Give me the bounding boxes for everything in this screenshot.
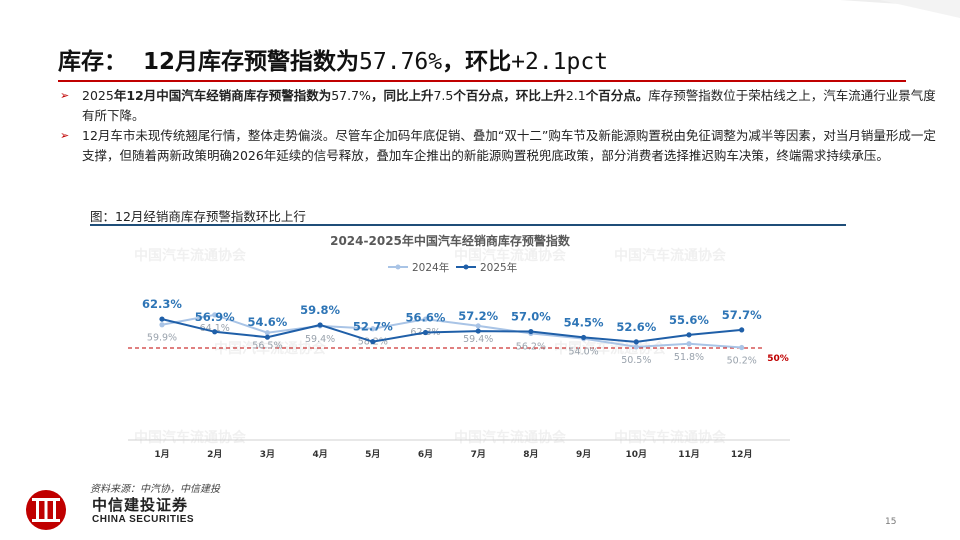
data-point (475, 323, 481, 329)
data-label: 56.9% (195, 310, 235, 324)
chart-panel (90, 228, 846, 473)
data-label: 50.5% (621, 355, 651, 366)
bullet-text-segment: 7.5 (433, 88, 454, 103)
data-point (159, 322, 165, 328)
x-tick-label: 5月 (365, 449, 380, 460)
page-title: 库存： 12月库存预警指数为57.76%，环比+2.1pct (58, 49, 609, 75)
chart-title: 2024-2025年中国汽车经销商库存预警指数 (330, 233, 571, 248)
data-label: 57.0% (511, 310, 551, 324)
data-point (212, 312, 218, 318)
corner-decoration (840, 0, 960, 18)
watermark-text: 中国汽车流通协会 (134, 247, 247, 264)
data-label: 54.6% (247, 315, 287, 329)
data-point (370, 339, 376, 345)
series-line-0 (161, 313, 742, 349)
data-label: 54.0% (569, 347, 599, 358)
arrow-bullet-icon: ➢ (60, 129, 70, 142)
data-point (739, 327, 745, 333)
data-label: 50.2% (727, 356, 757, 367)
data-label: 56.6% (406, 310, 446, 324)
data-label: 56.2% (516, 341, 546, 352)
data-label: 59.4% (463, 334, 493, 345)
legend-marker-2025 (463, 264, 469, 270)
watermark-text: 中国汽车流通协会 (134, 429, 247, 446)
x-tick-label: 1月 (154, 449, 169, 460)
data-point (422, 329, 429, 336)
watermark-text: 中国汽车流通协会 (554, 340, 667, 357)
x-tick-label: 3月 (260, 449, 275, 460)
arrow-bullet-icon: ➢ (60, 89, 70, 102)
brand-name-en: CHINA SECURITIES (92, 514, 195, 525)
data-label: 64.1% (200, 323, 230, 334)
bullet-text-segment: 库存预警指数位于荣枯线之上，汽车流通行业景气度有所下降。 (82, 88, 936, 123)
bullet-list: ➢ 2025年12月中国汽车经销商库存预警指数为57.7%，同比上升7.5个百分… (60, 86, 940, 166)
bullet-text-segment: 12月车市未现传统翘尾行情，整体走势偏淡。尽管车企加码年底促销、叠加“双十二”购… (82, 128, 936, 163)
data-label: 59.4% (305, 334, 335, 345)
x-tick-label: 11月 (678, 449, 700, 460)
data-point (159, 316, 165, 322)
bullet-text-segment: 2025 (82, 88, 114, 103)
data-point (633, 344, 639, 350)
x-tick-label: 8月 (523, 449, 538, 460)
title-underline (58, 80, 906, 82)
data-label: 55.6% (669, 313, 709, 327)
data-point (686, 332, 692, 338)
data-point (686, 341, 692, 347)
data-label: 51.8% (674, 352, 704, 363)
page-number: 15 (885, 517, 897, 527)
data-point (212, 329, 218, 335)
watermark-text: 中国汽车流通协会 (454, 429, 567, 446)
x-tick-label: 6月 (418, 449, 433, 460)
legend-marker-2024 (395, 264, 401, 270)
data-point (528, 328, 534, 335)
data-point (264, 334, 270, 340)
x-tick-label: 7月 (471, 449, 486, 460)
data-label: 62.3% (142, 297, 182, 311)
citic-logo (26, 490, 66, 530)
data-point (264, 330, 270, 336)
bullet-text-segment: ，同比上升 (370, 88, 434, 103)
data-point (581, 334, 587, 341)
x-tick-label: 12月 (731, 449, 753, 460)
bullet-item-1: ➢ 2025年12月中国汽车经销商库存预警指数为57.7%，同比上升7.5个百分… (60, 86, 940, 126)
watermark-text: 中国汽车流通协会 (614, 247, 727, 264)
x-tick-label: 10月 (626, 449, 648, 460)
series-line-1 (161, 318, 742, 343)
data-label: 52.6% (616, 320, 656, 334)
bullet-text-segment: 年12月中国汽车经销商库存预警指数为 (113, 88, 332, 103)
data-point (317, 322, 323, 328)
data-label: 59.9% (147, 333, 177, 344)
data-point (739, 344, 745, 351)
data-label: 52.7% (353, 320, 393, 334)
legend-label-2025: 2025年 (480, 261, 517, 274)
bullet-text-segment: 个百分点。 (585, 88, 649, 103)
data-label: 56.5% (252, 341, 282, 352)
data-label: 57.2% (458, 309, 498, 323)
legend-label-2024: 2024年 (412, 261, 449, 274)
data-label: 54.5% (564, 315, 604, 329)
data-point (422, 316, 429, 322)
x-tick-label: 4月 (312, 449, 327, 460)
x-tick-label: 9月 (576, 449, 591, 460)
bullet-text-segment: 2.1 (565, 88, 586, 103)
x-tick-label: 2月 (207, 449, 222, 460)
brand-name-cn: 中信建投证券 (92, 496, 189, 514)
bullet-text-segment: 个百分点，环比上升 (453, 88, 566, 103)
threshold-label: 50% (767, 354, 789, 364)
source-note: 资料来源：中汽协，中信建投 (90, 484, 220, 495)
data-point (370, 326, 376, 332)
watermark-text: 中国汽车流通协会 (614, 429, 727, 446)
data-point (633, 339, 639, 345)
data-label: 59.8% (300, 303, 340, 317)
watermark-text: 中国汽车流通协会 (454, 247, 567, 264)
figure-caption-rule (90, 224, 846, 226)
figure-caption: 图：12月经销商库存预警指数环比上行 (90, 209, 306, 224)
bullet-item-2: ➢ 12月车市未现传统翘尾行情，整体走势偏淡。尽管车企加码年底促销、叠加“双十二… (60, 126, 940, 166)
data-label: 57.7% (722, 308, 762, 322)
bullet-text-segment: 57.7% (331, 88, 371, 103)
data-point (475, 328, 481, 334)
